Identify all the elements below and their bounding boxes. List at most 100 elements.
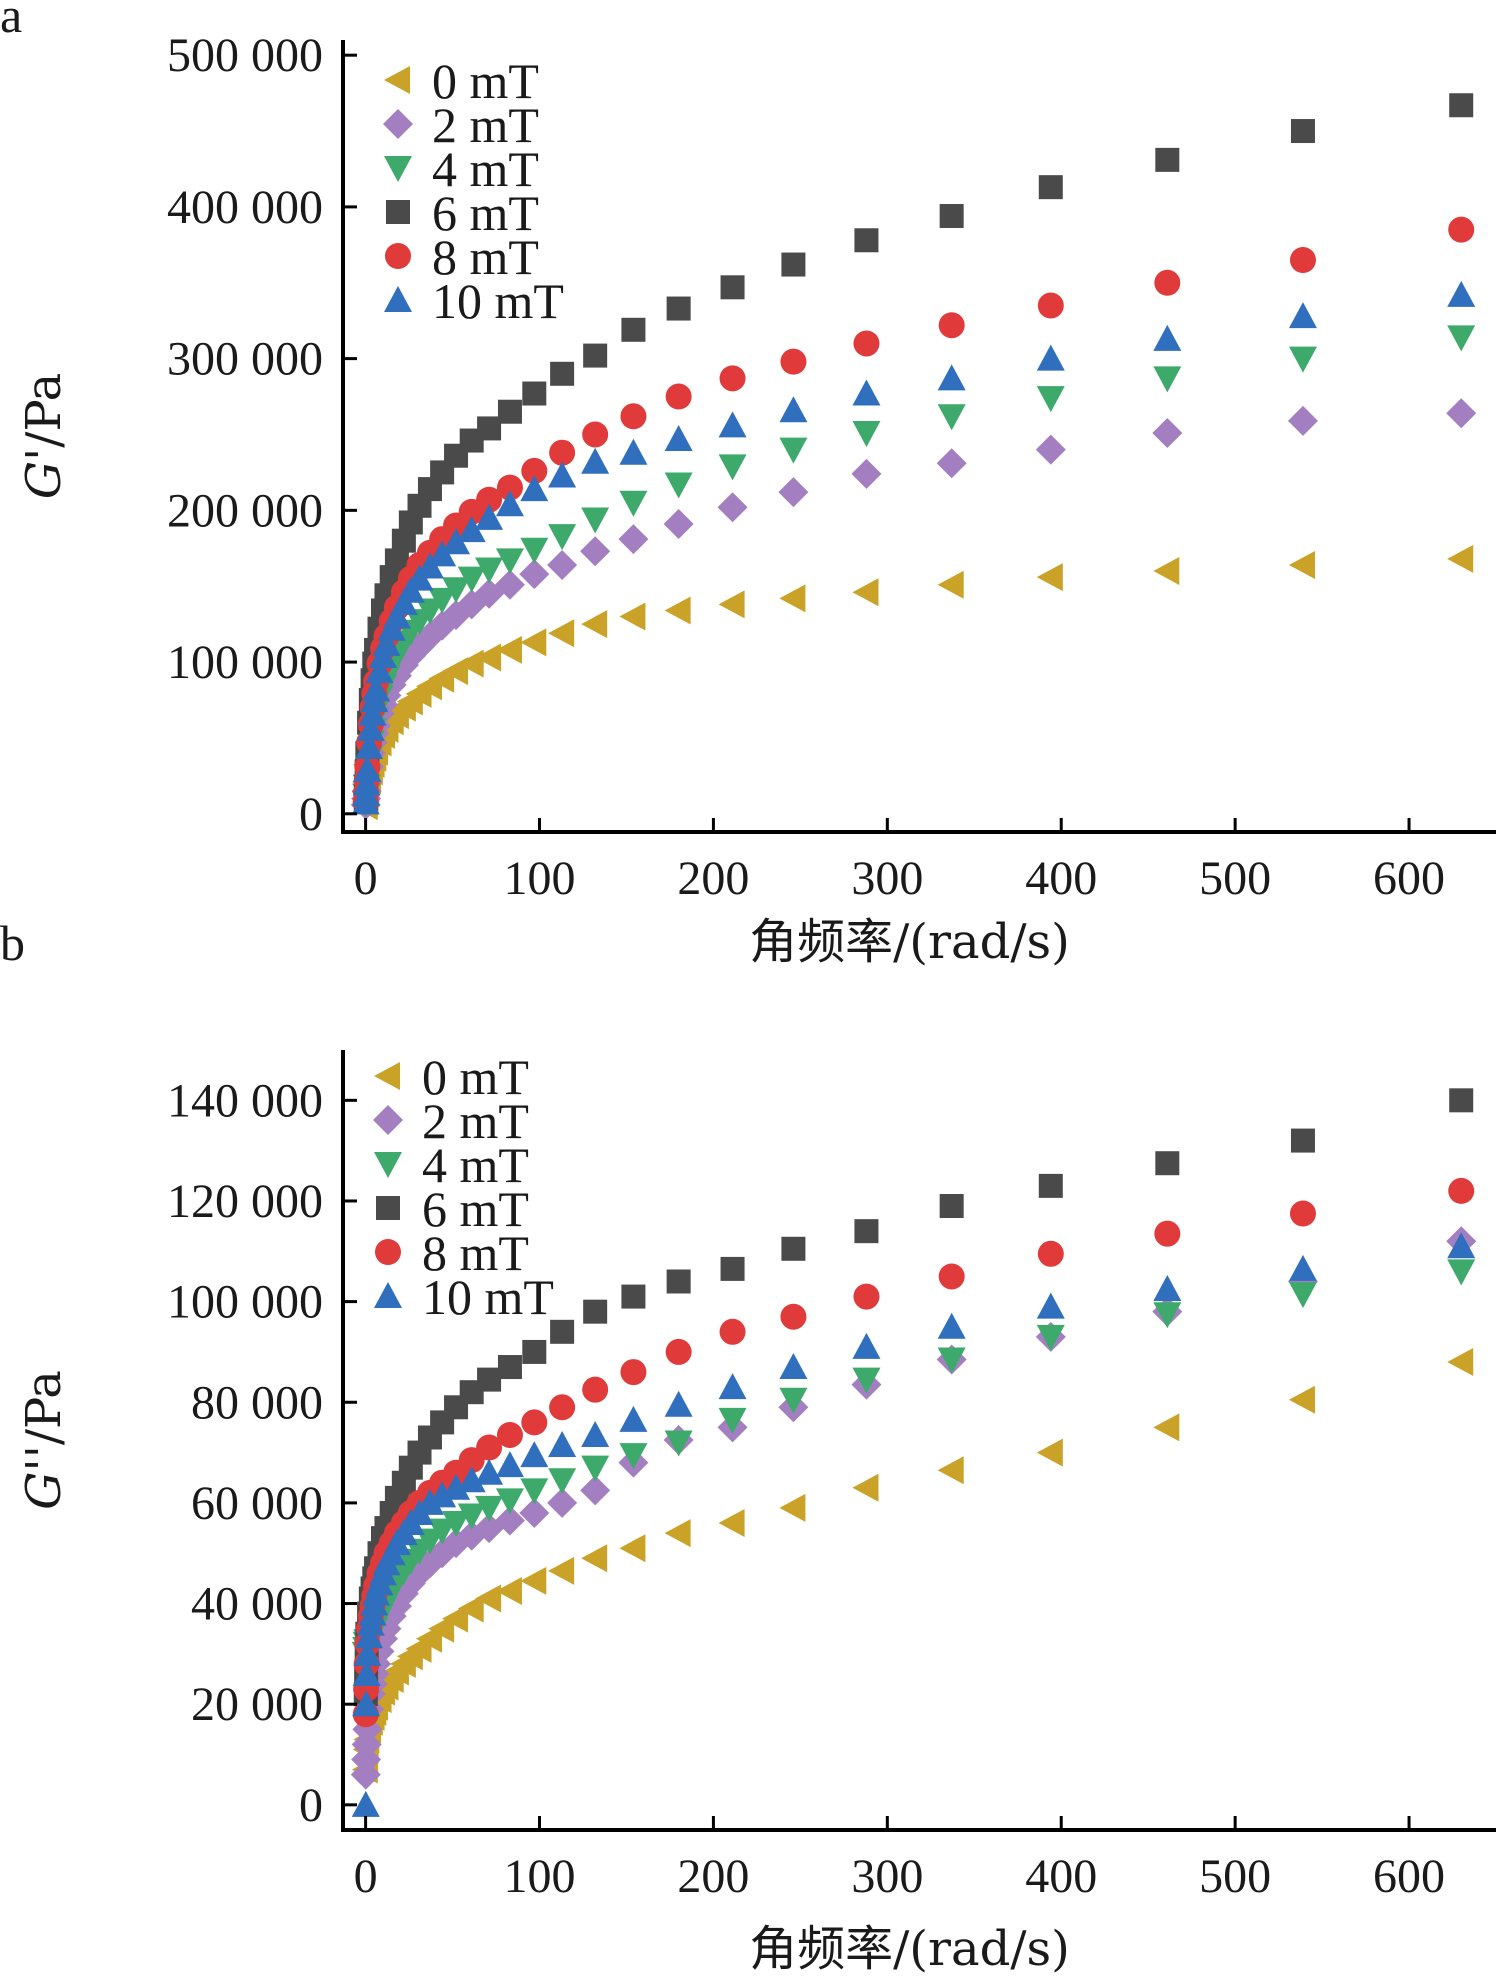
data-point: [1447, 544, 1474, 573]
data-point: [521, 1409, 548, 1436]
data-point: [852, 379, 881, 406]
y-tick-label: 40 000: [191, 1578, 323, 1631]
y-tick-label: 20 000: [191, 1678, 323, 1731]
data-point: [520, 1566, 547, 1595]
data-point: [583, 343, 608, 368]
data-point: [1287, 405, 1318, 436]
data-point: [664, 472, 693, 499]
data-point: [495, 548, 524, 575]
data-point: [1152, 417, 1183, 448]
data-point: [476, 486, 503, 513]
data-point: [779, 1353, 808, 1380]
x-tick-label: 0: [354, 852, 378, 905]
data-point: [582, 421, 609, 448]
x-tick-label: 300: [851, 1850, 923, 1903]
legend-marker: [384, 156, 412, 182]
x-tick-label: 400: [1025, 1850, 1097, 1903]
data-point: [1288, 1254, 1317, 1281]
data-point: [1289, 1200, 1316, 1227]
y-axis-title-symbol: G: [16, 461, 72, 499]
legend-label: 4 mT: [422, 1137, 529, 1193]
data-point: [1036, 1324, 1065, 1351]
data-point: [581, 610, 608, 639]
data-point: [521, 457, 548, 484]
data-point: [520, 628, 547, 657]
data-point: [457, 1503, 486, 1530]
data-point: [355, 733, 384, 760]
data-point: [352, 769, 381, 796]
data-point: [428, 587, 457, 614]
data-point: [1155, 1151, 1180, 1176]
data-point: [718, 1407, 747, 1434]
data-point: [621, 317, 646, 342]
data-point: [1154, 1220, 1181, 1247]
data-point: [665, 383, 692, 410]
data-point: [358, 699, 387, 726]
panel-letter: b: [0, 915, 25, 971]
data-point: [497, 399, 522, 424]
data-point: [1447, 280, 1476, 307]
data-point: [415, 1488, 444, 1515]
data-point: [495, 1488, 524, 1515]
data-point: [475, 503, 504, 530]
data-point: [854, 228, 879, 253]
legend-marker: [376, 1196, 400, 1220]
data-point: [1035, 434, 1066, 465]
data-point: [495, 490, 524, 517]
data-point: [475, 557, 504, 584]
data-point: [442, 577, 471, 604]
data-point: [494, 569, 525, 600]
data-point: [1153, 1413, 1180, 1442]
data-point: [720, 275, 745, 300]
data-point: [851, 458, 882, 489]
data-point: [718, 590, 745, 619]
legend-marker: [384, 286, 412, 312]
data-point: [475, 1584, 502, 1613]
x-tick-label: 400: [1025, 852, 1097, 905]
y-tick-label: 120 000: [167, 1175, 323, 1228]
data-point: [351, 1790, 380, 1817]
data-point: [1448, 1177, 1475, 1204]
data-point: [548, 619, 575, 648]
y-tick-label: 100 000: [167, 636, 323, 689]
data-point: [719, 365, 746, 392]
data-point: [495, 1451, 524, 1478]
x-tick-label: 500: [1199, 852, 1271, 905]
data-point: [620, 403, 647, 430]
legend-label: 2 mT: [422, 1093, 529, 1149]
data-point: [1288, 346, 1317, 373]
data-point: [779, 584, 806, 613]
data-point: [1288, 1282, 1317, 1309]
data-point: [372, 629, 401, 656]
x-tick-label: 600: [1373, 1850, 1445, 1903]
legend-marker: [383, 109, 413, 139]
data-point: [719, 1318, 746, 1345]
data-point: [549, 1394, 576, 1421]
legend-label: 10 mT: [432, 273, 564, 329]
data-point: [937, 1456, 964, 1485]
data-point: [664, 596, 691, 625]
data-point: [1154, 269, 1181, 296]
data-point: [522, 1339, 547, 1364]
data-point: [619, 438, 648, 465]
x-tick-label: 500: [1199, 1850, 1271, 1903]
data-point: [583, 1299, 608, 1324]
y-tick-label: 80 000: [191, 1376, 323, 1429]
x-tick-label: 100: [504, 1850, 576, 1903]
data-point: [475, 1495, 504, 1522]
data-point: [1448, 216, 1475, 243]
legend-label: 6 mT: [432, 185, 539, 241]
data-point: [352, 1690, 381, 1717]
data-point: [520, 1478, 549, 1505]
y-tick-label: 500 000: [167, 29, 323, 82]
data-point: [619, 1534, 646, 1563]
data-point: [718, 411, 747, 438]
data-points: [350, 93, 1477, 821]
data-point: [1289, 247, 1316, 273]
legend-marker: [374, 1062, 400, 1090]
data-point: [428, 1518, 457, 1545]
panel-letter: a: [0, 0, 22, 43]
y-tick-label: 300 000: [167, 333, 323, 386]
